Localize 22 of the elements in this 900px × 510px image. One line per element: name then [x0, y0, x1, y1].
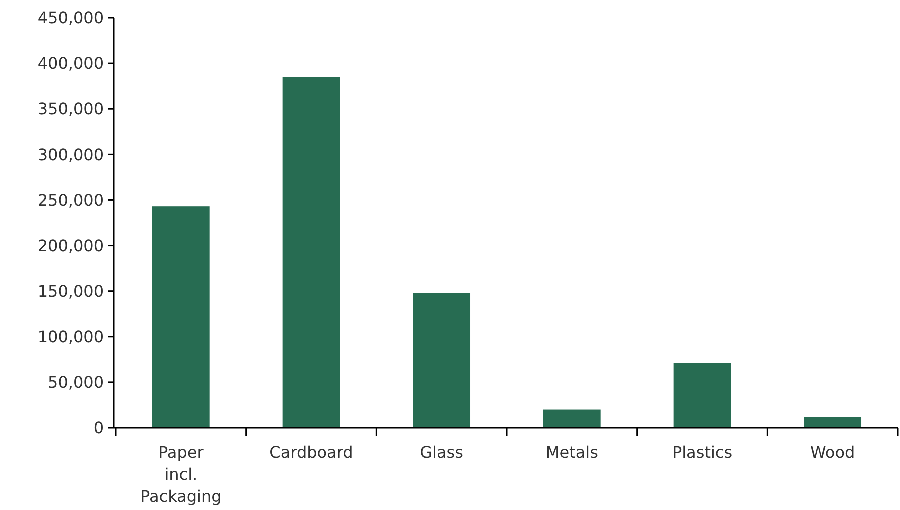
- x-tick-label: Plastics: [672, 443, 733, 462]
- bar: [282, 77, 340, 428]
- y-tick-label: 450,000: [38, 8, 104, 28]
- x-tick-label: Paper incl. Packaging: [140, 443, 222, 506]
- y-tick-label: 0: [94, 418, 104, 438]
- bar: [413, 293, 471, 428]
- y-tick-label: 300,000: [38, 145, 104, 164]
- y-tick-label: 150,000: [38, 282, 104, 301]
- bar: [804, 417, 862, 428]
- x-tick-label: Cardboard: [270, 443, 354, 462]
- x-tick-label: Metals: [546, 443, 598, 462]
- x-tick-label: Wood: [810, 443, 856, 462]
- y-tick-label: 250,000: [38, 190, 104, 210]
- x-tick-label: Glass: [420, 443, 464, 462]
- y-tick-label: 50,000: [48, 373, 104, 392]
- bar: [152, 206, 210, 428]
- bar: [674, 363, 732, 428]
- y-tick-label: 100,000: [38, 327, 104, 346]
- y-tick-label: 350,000: [38, 100, 104, 119]
- bar: [543, 410, 601, 428]
- y-tick-label: 400,000: [38, 54, 104, 74]
- y-tick-label: 200,000: [38, 236, 104, 256]
